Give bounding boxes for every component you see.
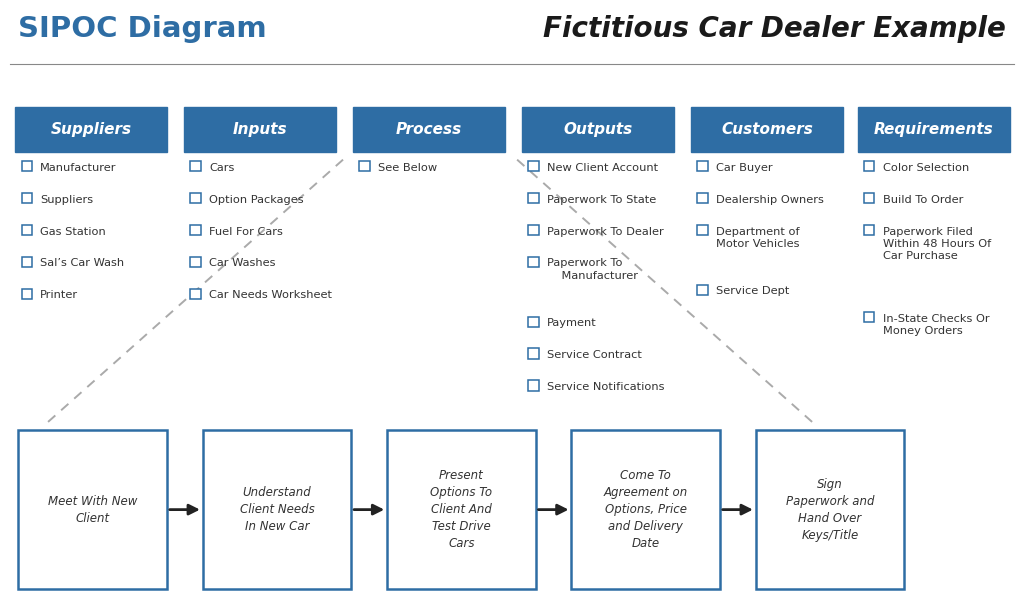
Text: New Client Account: New Client Account xyxy=(547,163,658,173)
Bar xyxy=(22,161,32,171)
Text: Understand
Client Needs
In New Car: Understand Client Needs In New Car xyxy=(240,486,314,533)
Bar xyxy=(756,430,904,589)
Bar xyxy=(203,430,351,589)
Bar xyxy=(184,107,336,152)
Bar xyxy=(22,193,32,203)
Bar xyxy=(528,161,539,171)
Bar xyxy=(18,430,167,589)
Text: Inputs: Inputs xyxy=(232,122,288,137)
Text: Paperwork To State: Paperwork To State xyxy=(547,195,656,204)
Text: Fuel For Cars: Fuel For Cars xyxy=(209,227,283,236)
Bar xyxy=(858,107,1010,152)
Bar xyxy=(864,312,874,322)
Text: Paperwork To
    Manufacturer: Paperwork To Manufacturer xyxy=(547,258,638,281)
Text: Gas Station: Gas Station xyxy=(40,227,105,236)
Text: Service Dept: Service Dept xyxy=(716,286,790,296)
Bar xyxy=(528,225,539,235)
Bar xyxy=(190,225,201,235)
Bar xyxy=(697,193,708,203)
Text: Sign
Paperwork and
Hand Over
Keys/Title: Sign Paperwork and Hand Over Keys/Title xyxy=(785,478,874,542)
Bar xyxy=(528,348,539,359)
Text: Suppliers: Suppliers xyxy=(40,195,93,204)
Bar xyxy=(522,107,674,152)
Text: Service Contract: Service Contract xyxy=(547,350,642,360)
Bar xyxy=(353,107,505,152)
Text: Car Buyer: Car Buyer xyxy=(716,163,772,173)
Text: Present
Options To
Client And
Test Drive
Cars: Present Options To Client And Test Drive… xyxy=(430,469,493,550)
Text: Paperwork To Dealer: Paperwork To Dealer xyxy=(547,227,664,236)
Text: Requirements: Requirements xyxy=(874,122,993,137)
Text: Department of
Motor Vehicles: Department of Motor Vehicles xyxy=(716,227,800,249)
Text: Outputs: Outputs xyxy=(563,122,633,137)
Bar xyxy=(190,289,201,299)
Text: See Below: See Below xyxy=(378,163,437,173)
Bar xyxy=(528,257,539,267)
Bar xyxy=(864,161,874,171)
Bar xyxy=(864,193,874,203)
Text: Option Packages: Option Packages xyxy=(209,195,303,204)
Text: Dealership Owners: Dealership Owners xyxy=(716,195,823,204)
Text: Service Notifications: Service Notifications xyxy=(547,382,665,392)
Bar xyxy=(864,225,874,235)
Bar xyxy=(528,380,539,391)
Text: Process: Process xyxy=(396,122,462,137)
Bar xyxy=(691,107,843,152)
Bar xyxy=(22,289,32,299)
Bar xyxy=(697,161,708,171)
Bar xyxy=(22,225,32,235)
Text: Car Washes: Car Washes xyxy=(209,258,275,268)
Bar xyxy=(697,225,708,235)
Text: Come To
Agreement on
Options, Price
and Delivery
Date: Come To Agreement on Options, Price and … xyxy=(603,469,688,550)
Text: Manufacturer: Manufacturer xyxy=(40,163,117,173)
Text: Suppliers: Suppliers xyxy=(50,122,132,137)
Bar xyxy=(190,161,201,171)
Text: SIPOC Diagram: SIPOC Diagram xyxy=(18,15,267,44)
Text: Build To Order: Build To Order xyxy=(883,195,963,204)
Bar xyxy=(387,430,536,589)
Text: Payment: Payment xyxy=(547,318,597,328)
Bar xyxy=(15,107,167,152)
Bar xyxy=(359,161,370,171)
Text: Fictitious Car Dealer Example: Fictitious Car Dealer Example xyxy=(543,15,1006,44)
Text: Cars: Cars xyxy=(209,163,234,173)
Text: Printer: Printer xyxy=(40,290,78,300)
Text: Meet With New
Client: Meet With New Client xyxy=(48,495,137,524)
Bar xyxy=(697,284,708,295)
Text: Paperwork Filed
Within 48 Hours Of
Car Purchase: Paperwork Filed Within 48 Hours Of Car P… xyxy=(883,227,991,262)
Bar xyxy=(528,316,539,327)
Text: Color Selection: Color Selection xyxy=(883,163,969,173)
Bar xyxy=(190,257,201,267)
Bar xyxy=(22,257,32,267)
Text: In-State Checks Or
Money Orders: In-State Checks Or Money Orders xyxy=(883,314,989,336)
Bar xyxy=(528,193,539,203)
Bar xyxy=(571,430,720,589)
Bar xyxy=(190,193,201,203)
Text: Sal’s Car Wash: Sal’s Car Wash xyxy=(40,258,124,268)
Text: Customers: Customers xyxy=(721,122,813,137)
Text: Car Needs Worksheet: Car Needs Worksheet xyxy=(209,290,332,300)
